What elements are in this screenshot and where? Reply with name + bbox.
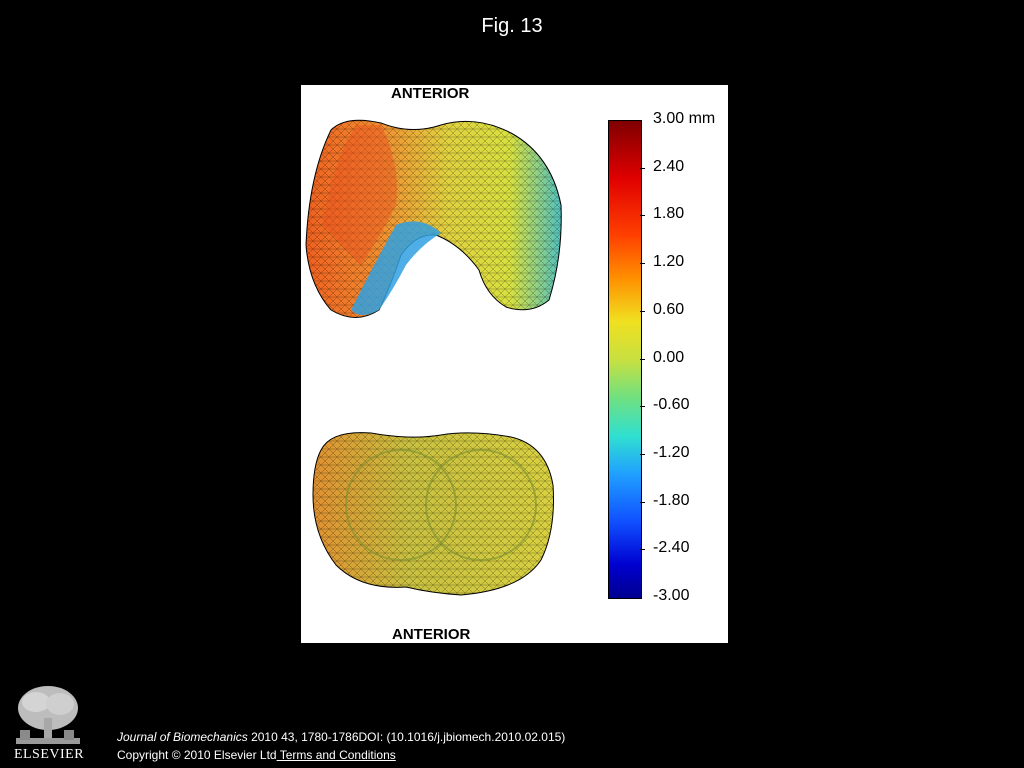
femur-blue-region (351, 221, 441, 315)
colorbar-tick-mark (640, 406, 645, 408)
citation-details: 2010 43, 1780-1786DOI: (10.1016/j.jbiome… (247, 730, 566, 744)
colorbar-tick-mark (640, 263, 645, 265)
colorbar-tick-label: -0.60 (653, 396, 690, 414)
colorbar-tick-label: -3.00 (653, 587, 690, 604)
anterior-label-bottom: ANTERIOR (392, 626, 471, 643)
colorbar-tick-label: 3.00 mm (653, 110, 716, 127)
colorbar-tick-label: -2.40 (653, 539, 690, 557)
colorbar-tick-label: -1.20 (653, 443, 690, 461)
terms-and-conditions-link[interactable]: Terms and Conditions (276, 748, 396, 762)
colorbar-tick-label: 2.40 (653, 157, 685, 175)
copyright-text: Copyright © 2010 Elsevier Ltd (117, 748, 277, 762)
elsevier-tree-logo (10, 680, 86, 762)
journal-name: Journal of Biomechanics (117, 730, 248, 744)
colorbar-tick-label: 1.80 (653, 205, 685, 223)
elsevier-wordmark: ELSEVIER (13, 747, 85, 762)
femur-surface-map (305, 119, 562, 596)
figure-title: Fig. 13 (481, 15, 543, 37)
colorbar-tick-mark (640, 167, 645, 169)
figure-panel: ANTERIOR ANTERIO (301, 85, 728, 643)
anterior-label-top: ANTERIOR (391, 85, 470, 102)
colorbar-tick-mark (640, 501, 645, 503)
colorbar-tick-label: 0.60 (653, 300, 685, 318)
colorbar (608, 120, 642, 599)
colorbar-tick-label: 1.20 (653, 253, 685, 271)
copyright-line: Copyright © 2010 Elsevier Ltd Terms and … (117, 748, 396, 762)
citation: Journal of Biomechanics 2010 43, 1780-17… (117, 730, 565, 744)
colorbar-tick-mark (640, 453, 645, 455)
colorbar-tick-label: -1.80 (653, 491, 690, 509)
colorbar-tick-mark (640, 310, 645, 312)
colorbar-tick-label: 0.00 (653, 348, 685, 366)
colorbar-tick-mark (640, 358, 645, 360)
colorbar-tick-mark (640, 549, 645, 551)
colorbar-tick-mark (640, 215, 645, 217)
